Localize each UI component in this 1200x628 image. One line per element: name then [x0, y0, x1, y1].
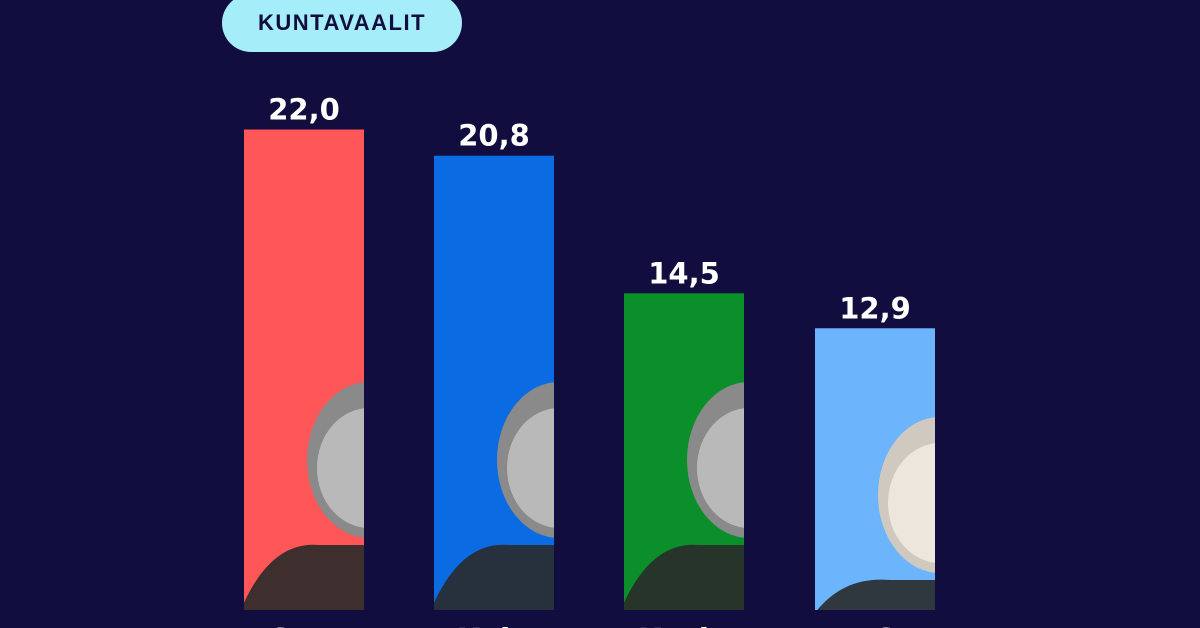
- category-label-1: Kok.: [457, 623, 532, 628]
- portrait-3: [817, 417, 935, 610]
- election-badge: KUNTAVAALIT: [222, 0, 462, 52]
- bars-layer: [244, 129, 935, 611]
- bar-0: [244, 129, 364, 610]
- category-labels-layer: SDP Kok. Kesk. PS: [270, 623, 897, 628]
- portrait-0: [244, 382, 364, 611]
- category-label-0: SDP: [270, 623, 339, 628]
- election-badge-label: KUNTAVAALIT: [257, 10, 427, 35]
- portrait-2: [624, 382, 744, 610]
- value-label-0: 22,0: [268, 93, 340, 127]
- bar-1: [434, 155, 554, 610]
- value-labels-layer: 22,0 20,8 14,5 12,9: [268, 93, 911, 326]
- portrait-1: [434, 382, 554, 610]
- category-label-2: Kesk.: [638, 623, 730, 628]
- value-label-2: 14,5: [648, 256, 720, 290]
- category-label-3: PS: [853, 623, 897, 628]
- value-label-1: 20,8: [458, 119, 530, 153]
- value-label-3: 12,9: [839, 291, 911, 325]
